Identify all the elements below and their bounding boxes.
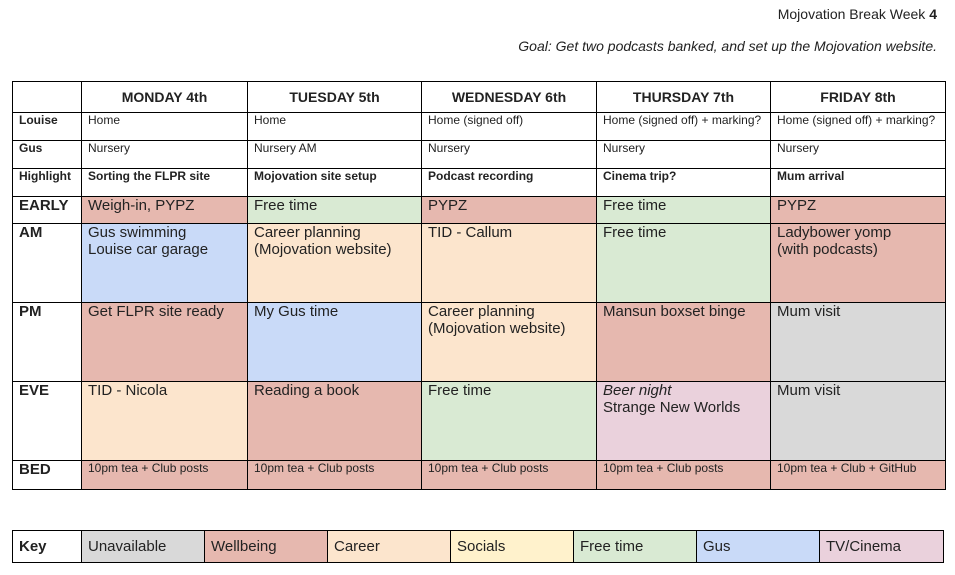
table-cell: Sorting the FLPR site	[81, 168, 248, 197]
row-label: Highlight	[12, 168, 82, 197]
color-key-table: Key Unavailable Wellbeing Career Socials…	[12, 530, 944, 563]
schedule-cell: 10pm tea + Club + GitHub	[770, 460, 946, 490]
schedule-cell: Free time	[596, 223, 771, 303]
schedule-cell: 10pm tea + Club posts	[596, 460, 771, 490]
eve-row: EVE TID - Nicola Reading a book Free tim…	[12, 381, 946, 461]
table-cell: Nursery AM	[247, 140, 422, 169]
early-row: EARLY Weigh-in, PYPZ Free time PYPZ Free…	[12, 196, 946, 224]
table-cell: Home	[247, 112, 422, 141]
schedule-cell: Gus swimming Louise car garage	[81, 223, 248, 303]
schedule-cell: Mansun boxset binge	[596, 302, 771, 382]
schedule-cell: TID - Callum	[421, 223, 597, 303]
day-header: WEDNESDAY 6th	[421, 81, 597, 113]
table-cell: Nursery	[81, 140, 248, 169]
row-label: PM	[12, 302, 82, 382]
schedule-cell: TID - Nicola	[81, 381, 248, 461]
row-label: EARLY	[12, 196, 82, 224]
row-label: Louise	[12, 112, 82, 141]
key-row: Key Unavailable Wellbeing Career Socials…	[12, 530, 944, 563]
table-cell: Home	[81, 112, 248, 141]
louise-row: Louise Home Home Home (signed off) Home …	[12, 112, 946, 141]
schedule-cell: 10pm tea + Club posts	[81, 460, 248, 490]
day-header: FRIDAY 8th	[770, 81, 946, 113]
schedule-cell: Free time	[421, 381, 597, 461]
table-cell: Podcast recording	[421, 168, 597, 197]
day-header: THURSDAY 7th	[596, 81, 771, 113]
key-item-free-time: Free time	[573, 530, 697, 563]
day-header: TUESDAY 5th	[247, 81, 422, 113]
key-item-socials: Socials	[450, 530, 574, 563]
pm-row: PM Get FLPR site ready My Gus time Caree…	[12, 302, 946, 382]
schedule-cell: Get FLPR site ready	[81, 302, 248, 382]
bed-row: BED 10pm tea + Club posts 10pm tea + Clu…	[12, 460, 946, 490]
row-label: AM	[12, 223, 82, 303]
schedule-cell: Ladybower yomp (with podcasts)	[770, 223, 946, 303]
table-cell: Mojovation site setup	[247, 168, 422, 197]
table-cell: Cinema trip?	[596, 168, 771, 197]
day-header-row: MONDAY 4th TUESDAY 5th WEDNESDAY 6th THU…	[12, 81, 946, 113]
table-cell: Nursery	[596, 140, 771, 169]
schedule-cell: Weigh-in, PYPZ	[81, 196, 248, 224]
highlight-row: Highlight Sorting the FLPR site Mojovati…	[12, 168, 946, 197]
key-label: Key	[12, 530, 82, 563]
table-cell: Home (signed off)	[421, 112, 597, 141]
key-item-gus: Gus	[696, 530, 820, 563]
schedule-cell: My Gus time	[247, 302, 422, 382]
key-item-career: Career	[327, 530, 451, 563]
schedule-table: MONDAY 4th TUESDAY 5th WEDNESDAY 6th THU…	[12, 81, 946, 490]
schedule-cell: 10pm tea + Club posts	[247, 460, 422, 490]
week-number: 4	[929, 6, 937, 22]
page-title: Mojovation Break Week 4	[778, 6, 937, 22]
key-item-tv-cinema: TV/Cinema	[819, 530, 944, 563]
goal-text: Goal: Get two podcasts banked, and set u…	[518, 38, 937, 54]
corner-cell	[12, 81, 82, 113]
title-text: Mojovation Break Week	[777, 6, 930, 22]
schedule-cell: PYPZ	[421, 196, 597, 224]
schedule-cell: Mum visit	[770, 381, 946, 461]
row-label: BED	[12, 460, 82, 490]
table-cell: Nursery	[770, 140, 946, 169]
day-header: MONDAY 4th	[81, 81, 248, 113]
am-row: AM Gus swimming Louise car garage Career …	[12, 223, 946, 303]
schedule-cell: Beer night Strange New Worlds	[596, 381, 771, 461]
schedule-cell: PYPZ	[770, 196, 946, 224]
key-item-unavailable: Unavailable	[81, 530, 205, 563]
schedule-cell: Free time	[247, 196, 422, 224]
row-label: Gus	[12, 140, 82, 169]
schedule-cell: Reading a book	[247, 381, 422, 461]
schedule-cell: Career planning (Mojovation website)	[421, 302, 597, 382]
table-cell: Home (signed off) + marking?	[770, 112, 946, 141]
table-cell: Mum arrival	[770, 168, 946, 197]
schedule-cell: 10pm tea + Club posts	[421, 460, 597, 490]
key-item-wellbeing: Wellbeing	[204, 530, 328, 563]
schedule-cell: Free time	[596, 196, 771, 224]
gus-row: Gus Nursery Nursery AM Nursery Nursery N…	[12, 140, 946, 169]
table-cell: Home (signed off) + marking?	[596, 112, 771, 141]
table-cell: Nursery	[421, 140, 597, 169]
schedule-cell: Career planning (Mojovation website)	[247, 223, 422, 303]
row-label: EVE	[12, 381, 82, 461]
schedule-cell: Mum visit	[770, 302, 946, 382]
